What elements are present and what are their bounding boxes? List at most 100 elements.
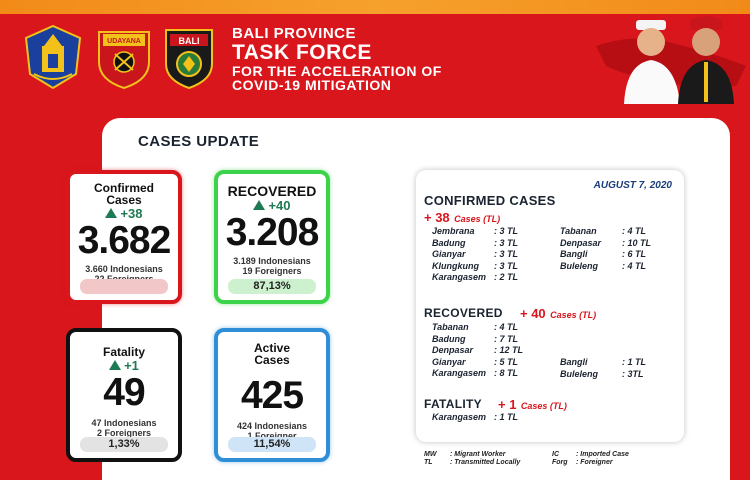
- regency-count: : 12 TL: [494, 345, 524, 355]
- regency-row: Karangasem : 8 TL: [432, 368, 566, 380]
- fatality-daily-count: + 1: [498, 397, 517, 412]
- up-triangle-icon: [253, 200, 266, 210]
- recovered-foreigners: 19 Foreigners: [242, 266, 302, 277]
- active-indonesians: 424 Indonesians: [236, 421, 308, 431]
- regency-row: Buleleng : 4 TL: [560, 261, 694, 273]
- bali-province-crest-logo: [24, 24, 82, 90]
- regency-count: : 3 TL: [494, 237, 518, 248]
- regency-count: : 2 TL: [494, 272, 518, 282]
- regency-count: : 6 TL: [622, 249, 646, 259]
- regency-name: Jembrana: [432, 226, 475, 236]
- confirmed-right-list: Tabanan : 4 TL Denpasar : 10 TL Bangli : 6 TL…: [560, 226, 694, 272]
- regency-row: Tabanan : 4 TL: [560, 226, 694, 238]
- confirmed-pct-bar: [80, 279, 168, 294]
- regency-count: : 3 TL: [494, 260, 518, 271]
- recovered-right-list: Bangli : 1 TL Buleleng: 3TL: [560, 357, 694, 380]
- bali-logo-text: BALI: [179, 36, 200, 46]
- regency-row: Buleleng: 3TL: [560, 369, 694, 381]
- confirmed-indonesians: 3.660 Indonesians: [85, 264, 163, 274]
- regency-count: : 1 TL: [494, 412, 518, 422]
- recovered-left-list: Tabanan: 4 TL Badung : 7 TL Denpasar : 12 TL…: [432, 322, 566, 380]
- regency-row: Gianyar : 3 TL: [432, 249, 566, 261]
- fatality-total: 49: [103, 371, 145, 414]
- regency-count: : 5 TL: [494, 356, 518, 367]
- title-line-3: FOR THE ACCELERATION OF: [232, 62, 442, 79]
- fatality-indonesians: 47 Indonesians: [91, 418, 157, 428]
- active-cases-card: Active Cases 425 424 Indonesians 1 Forei…: [214, 328, 330, 462]
- confirmed-daily-unit: Cases (TL): [454, 214, 501, 224]
- recovered-percentage: 87,13%: [228, 279, 316, 294]
- recovered-card: RECOVERED +40 3.208 3.189 Indonesians 19…: [214, 170, 330, 304]
- recovered-total: 3.208: [225, 211, 320, 254]
- regency-name: Badung: [432, 237, 466, 248]
- regency-count: : 1 TL: [622, 357, 646, 367]
- active-percentage: 11,54%: [228, 437, 316, 452]
- regency-row: Denpasar : 10 TL: [560, 238, 694, 250]
- recovered-title: RECOVERED: [227, 183, 317, 199]
- confirmed-title-2: Cases: [106, 193, 142, 207]
- confirmed-title-1: Confirmed: [94, 181, 154, 195]
- regency-row: Tabanan: 4 TL: [432, 322, 566, 334]
- up-triangle-icon: [105, 208, 118, 218]
- active-title-1: Active: [253, 341, 291, 355]
- confirmed-delta-value: +38: [120, 206, 143, 221]
- regency-row: Bangli : 6 TL: [560, 249, 694, 261]
- regency-name: Gianyar: [432, 249, 466, 259]
- regency-row: Denpasar : 12 TL: [432, 345, 566, 357]
- confirmed-delta: +38: [70, 206, 178, 221]
- legend-tl-key: TL: [424, 459, 433, 467]
- recovered-delta-value: +40: [268, 198, 291, 213]
- regency-row: Jembrana : 3 TL: [432, 226, 566, 238]
- regency-count: : 7 TL: [494, 333, 518, 344]
- regency-name: Buleleng: [560, 368, 599, 379]
- regency-count: : 10 TL: [622, 237, 652, 248]
- banner-top-stripe: [0, 0, 750, 14]
- legend-forg-desc: : Foreigner: [576, 459, 613, 467]
- legend-mw-key: MW: [424, 451, 437, 458]
- regency-count: : 4 TL: [622, 260, 646, 271]
- active-title-2: Cases: [254, 353, 290, 367]
- regency-name: Karangasem: [432, 368, 487, 378]
- legend-forg-key: Forg: [552, 459, 568, 467]
- legend-ic-key: IC: [552, 451, 559, 458]
- title-line-1: BALI PROVINCE: [232, 25, 357, 42]
- regency-count: : 8 TL: [494, 368, 518, 378]
- fatality-left-list: Karangasem: 1 TL: [432, 412, 566, 424]
- regency-name: Bangli: [560, 357, 588, 367]
- regency-name: Tabanan: [432, 322, 469, 332]
- confirmed-daily-count: + 38: [424, 210, 450, 225]
- confirmed-left-list: Jembrana: 3 TL Badung: 3 TL Gianyar: 3 TL K…: [432, 226, 566, 284]
- fatality-foreigners: 2 Foreigners: [96, 428, 152, 439]
- confirmed-cases-card: Confirmed Cases +38 3.682 3.660 Indonesi…: [66, 170, 182, 304]
- regency-name: Gianyar: [432, 356, 466, 367]
- regency-row: Klungkung: 3 TL: [432, 261, 566, 273]
- regency-row: Badung : 7 TL: [432, 334, 566, 346]
- confirmed-summary: + 38 Cases (TL): [424, 209, 500, 227]
- fatality-percentage: 1,33%: [80, 437, 168, 452]
- regency-name: Bangli: [560, 249, 588, 259]
- regency-name: Tabanan: [560, 226, 597, 236]
- regency-row: Bangli : 1 TL: [560, 357, 694, 369]
- header-banner: UDAYANA BALI BALI PROVINCE TASK FORCE FO…: [0, 0, 750, 110]
- regency-name: Badung: [432, 333, 466, 344]
- regency-count: : 4 TL: [622, 226, 646, 236]
- regency-count: : 3 TL: [494, 226, 518, 236]
- regency-name: Karangasem: [432, 272, 487, 282]
- recovered-indonesians: 3.189 Indonesians: [233, 256, 311, 266]
- udayana-crest-logo: UDAYANA: [98, 31, 150, 90]
- regency-name: Buleleng: [560, 260, 599, 271]
- official-portrait-right: [678, 16, 734, 104]
- fatality-card: Fatality +1 49 47 Indonesians 2 Foreigne…: [66, 328, 182, 462]
- official-portrait-left: [624, 20, 680, 104]
- legend-ic-desc: : Imported Case: [576, 451, 629, 458]
- active-total: 425: [240, 374, 304, 417]
- recovered-daily-unit: Cases (TL): [550, 310, 597, 320]
- up-triangle-icon: [109, 360, 122, 370]
- fatality-heading: FATALITY: [424, 397, 482, 411]
- regency-name: Denpasar: [560, 237, 602, 248]
- regency-name: Denpasar: [432, 345, 474, 355]
- regency-row: Gianyar : 5 TL: [432, 357, 566, 369]
- regency-count: : 3 TL: [494, 249, 518, 259]
- abbreviation-legend: MW: Migrant Worker IC: Imported Case TL: …: [424, 451, 629, 467]
- regency-row: Karangasem: 1 TL: [432, 412, 566, 424]
